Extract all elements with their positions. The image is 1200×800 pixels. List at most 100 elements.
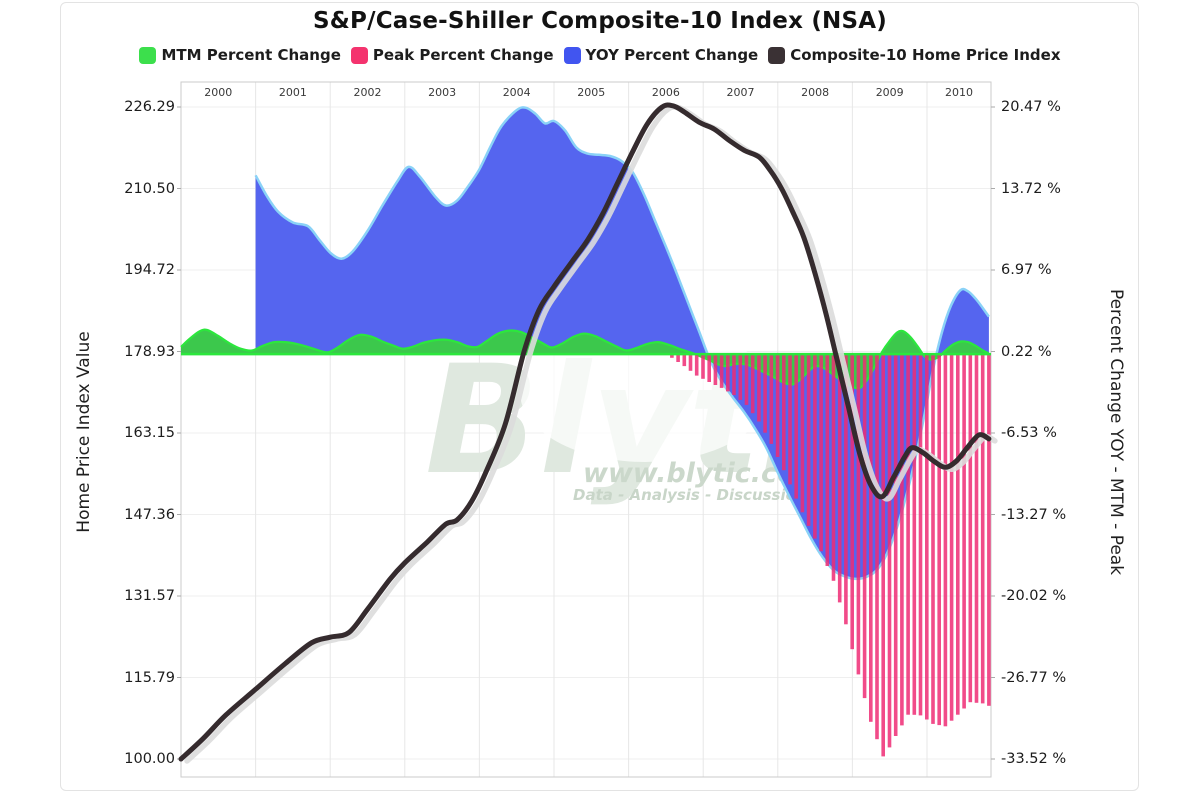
peak-bar: [800, 354, 805, 513]
year-label: 2009: [875, 86, 904, 99]
peak-bar: [850, 354, 854, 650]
peak-bar: [844, 354, 848, 625]
legend-label: YOY Percent Change: [585, 46, 759, 64]
right-tick-label: 0.22 %: [1001, 343, 1052, 360]
peak-bar: [968, 354, 973, 703]
year-label: 2005: [577, 86, 606, 99]
peak-bar: [819, 354, 823, 552]
peak-bar: [937, 354, 941, 726]
peak-bar: [782, 354, 786, 471]
yoy-area: [255, 107, 989, 579]
peak-bar: [887, 354, 892, 748]
peak-bar: [869, 354, 873, 722]
legend-item-2[interactable]: YOY Percent Change: [563, 46, 759, 64]
peak-bar: [719, 354, 724, 388]
left-tick-label: 131.57: [124, 588, 175, 604]
peak-bar: [738, 354, 743, 400]
legend-label: Composite-10 Home Price Index: [790, 46, 1061, 64]
left-tick-label: 163.15: [124, 425, 175, 441]
peak-bar: [943, 354, 948, 727]
peak-bar: [900, 354, 904, 726]
year-label: 2002: [353, 86, 382, 99]
mtm-area-outline: [180, 328, 990, 390]
peak-bar: [881, 354, 885, 757]
peak-bar: [682, 354, 687, 367]
peak-bar: [856, 354, 861, 675]
peak-bar: [757, 354, 761, 422]
peak-bar: [763, 354, 767, 433]
year-label: 2010: [945, 86, 973, 99]
right-tick-label: 6.97 %: [1001, 262, 1052, 278]
year-label: 2001: [278, 86, 307, 99]
peak-bar: [980, 354, 985, 704]
left-tick-label: 100.00: [124, 751, 175, 767]
peak-bar: [688, 354, 693, 371]
right-tick-label: -33.52 %: [1001, 751, 1067, 767]
peak-bar: [918, 354, 923, 716]
year-label: 2003: [428, 86, 457, 99]
legend-swatch-icon: [350, 46, 368, 64]
legend-item-3[interactable]: Composite-10 Home Price Index: [768, 46, 1061, 64]
year-label: 2006: [651, 86, 680, 99]
mtm-area: [181, 329, 989, 389]
right-tick-label: 13.72 %: [1001, 180, 1061, 197]
peak-bar: [825, 354, 830, 566]
peak-bar: [806, 354, 811, 526]
right-tick-label: -6.53 %: [1001, 425, 1057, 441]
left-tick-label: 147.36: [124, 506, 175, 523]
peak-bar: [775, 354, 780, 457]
peak-bar: [949, 354, 954, 721]
peak-bar: [713, 354, 718, 385]
peak-bar: [769, 354, 774, 444]
peak-bar: [962, 354, 966, 709]
year-label: 2004: [502, 86, 531, 99]
peak-bar: [987, 354, 991, 706]
peak-bar: [676, 354, 680, 362]
right-tick-label: -13.27 %: [1001, 506, 1067, 523]
peak-bar: [788, 354, 792, 485]
peak-bar: [875, 354, 879, 740]
peak-bar: [931, 354, 935, 724]
peak-bar: [694, 354, 699, 376]
left-tick-label: 178.93: [124, 343, 175, 360]
legend-label: Peak Percent Change: [372, 46, 554, 64]
peak-bar: [744, 354, 749, 405]
peak-bar: [837, 354, 842, 603]
right-axis-title: Percent Change YOY - MTM - Peak: [1106, 288, 1126, 576]
year-label: 2008: [801, 86, 830, 99]
year-label: 2007: [726, 86, 755, 99]
chart-legend: MTM Percent Change Peak Percent Change YOY…: [0, 46, 1200, 64]
legend-item-0[interactable]: MTM Percent Change: [139, 46, 341, 64]
watermark-tagline: Data - Analysis - Discussion: [573, 486, 807, 504]
legend-label: MTM Percent Change: [161, 46, 341, 64]
peak-bar: [912, 354, 917, 715]
peak-bar: [726, 354, 730, 392]
right-tick-label: -26.77 %: [1001, 669, 1067, 686]
left-tick-label: 115.79: [124, 669, 175, 686]
legend-swatch-icon: [563, 46, 581, 64]
chart-frame-border: [60, 2, 1139, 791]
plot-border: [180, 81, 992, 778]
peak-bar: [707, 354, 711, 382]
legend-item-1[interactable]: Peak Percent Change: [350, 46, 554, 64]
peak-bar: [750, 354, 755, 414]
peak-bar: [974, 354, 979, 703]
peak-bar: [906, 354, 910, 715]
peak-bar: [732, 354, 736, 395]
peak-bar: [813, 354, 817, 539]
legend-swatch-icon: [768, 46, 786, 64]
peak-bars-group: [670, 354, 991, 757]
peak-bar: [893, 354, 898, 736]
chart-title: S&P/Case-Shiller Composite-10 Index (NSA…: [313, 8, 887, 34]
peak-bar: [701, 354, 705, 379]
peak-bar: [925, 354, 929, 720]
peak-bar: [831, 354, 836, 581]
left-tick-label: 210.50: [124, 180, 175, 197]
peak-bar: [794, 354, 798, 499]
legend-swatch-icon: [139, 46, 157, 64]
right-tick-label: -20.02 %: [1001, 588, 1067, 604]
right-tick-label: 20.47 %: [1001, 99, 1061, 115]
left-tick-label: 226.29: [124, 99, 175, 115]
